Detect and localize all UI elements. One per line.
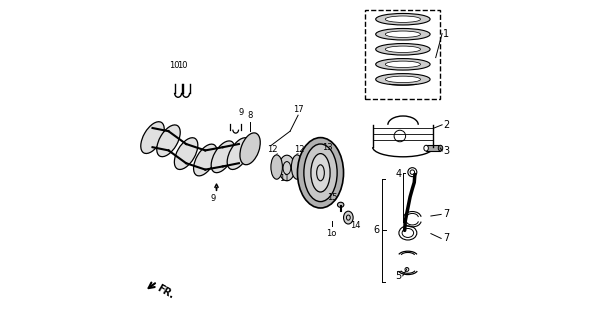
Text: 3: 3 bbox=[443, 146, 449, 156]
Ellipse shape bbox=[141, 122, 164, 154]
Text: 14: 14 bbox=[350, 221, 361, 230]
Ellipse shape bbox=[240, 133, 260, 165]
Ellipse shape bbox=[385, 76, 420, 83]
Ellipse shape bbox=[157, 125, 180, 157]
Ellipse shape bbox=[343, 211, 353, 224]
Text: 12: 12 bbox=[267, 145, 278, 154]
Text: 10: 10 bbox=[177, 61, 187, 70]
Text: 9: 9 bbox=[211, 194, 216, 203]
Ellipse shape bbox=[376, 74, 430, 85]
Ellipse shape bbox=[337, 202, 344, 207]
Text: 10: 10 bbox=[169, 61, 180, 70]
Ellipse shape bbox=[227, 138, 251, 170]
Ellipse shape bbox=[271, 155, 282, 179]
Ellipse shape bbox=[385, 46, 420, 52]
Text: 6: 6 bbox=[374, 225, 380, 236]
Ellipse shape bbox=[385, 31, 420, 37]
Text: 9: 9 bbox=[239, 108, 244, 117]
Text: 7: 7 bbox=[443, 233, 449, 244]
Text: 4: 4 bbox=[396, 169, 401, 180]
Ellipse shape bbox=[311, 154, 330, 192]
Ellipse shape bbox=[385, 16, 420, 22]
Bar bbox=[426, 145, 441, 151]
Ellipse shape bbox=[174, 138, 198, 170]
Ellipse shape bbox=[376, 59, 430, 70]
Ellipse shape bbox=[438, 145, 443, 151]
Ellipse shape bbox=[298, 138, 343, 208]
Ellipse shape bbox=[193, 144, 217, 176]
Ellipse shape bbox=[211, 141, 235, 173]
Text: 5: 5 bbox=[395, 271, 401, 281]
Text: 8: 8 bbox=[247, 111, 253, 120]
Ellipse shape bbox=[376, 13, 430, 25]
Ellipse shape bbox=[279, 155, 295, 181]
Ellipse shape bbox=[376, 44, 430, 55]
Text: 1o: 1o bbox=[327, 229, 337, 238]
Text: 1: 1 bbox=[443, 28, 449, 39]
Ellipse shape bbox=[304, 144, 337, 202]
Ellipse shape bbox=[385, 61, 420, 68]
Text: 2: 2 bbox=[443, 120, 449, 130]
Text: 11: 11 bbox=[279, 174, 289, 183]
Text: 13: 13 bbox=[322, 143, 333, 152]
Text: FR.: FR. bbox=[155, 283, 176, 301]
Bar bbox=[365, 10, 441, 99]
Text: 17: 17 bbox=[293, 105, 304, 114]
Text: 15: 15 bbox=[327, 193, 337, 202]
Ellipse shape bbox=[376, 28, 430, 40]
Text: 7: 7 bbox=[443, 209, 449, 220]
Ellipse shape bbox=[291, 155, 303, 179]
Ellipse shape bbox=[424, 145, 428, 151]
Text: 12: 12 bbox=[295, 145, 305, 154]
